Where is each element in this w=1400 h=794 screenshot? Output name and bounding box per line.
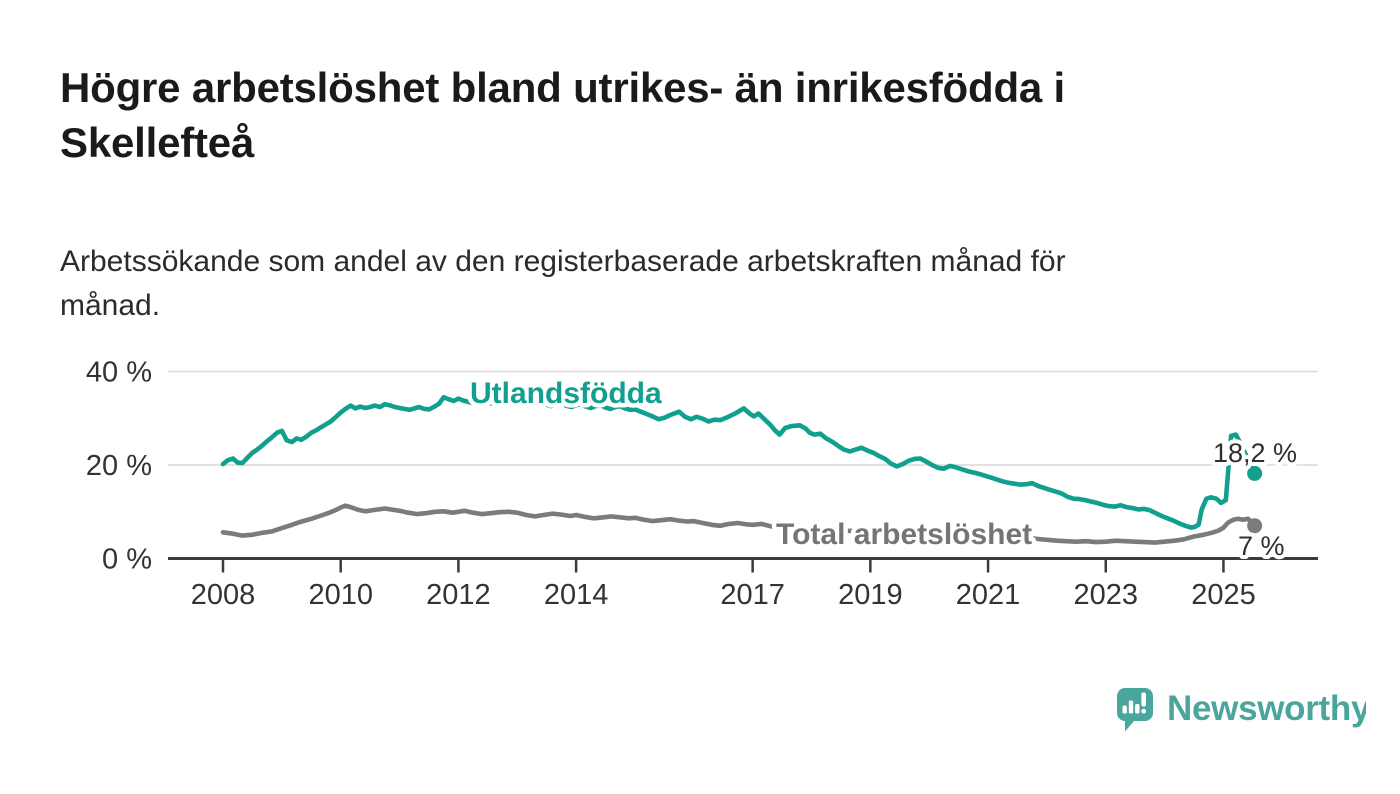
logo-exclamation-dot-icon xyxy=(1141,708,1147,714)
series-label-utlandsfodda: Utlandsfödda xyxy=(470,377,662,410)
x-tick-label-2025: 2025 xyxy=(1191,579,1256,611)
x-tick-label-2023: 2023 xyxy=(1073,579,1138,611)
x-tick-label-2021: 2021 xyxy=(956,579,1021,611)
logo-bar-1 xyxy=(1122,705,1127,714)
subtitle-line-1: Arbetssökande som andel av den registerb… xyxy=(60,245,1066,278)
x-tick-label-2014: 2014 xyxy=(544,579,609,611)
series-line-utlandsfodda xyxy=(220,394,1257,530)
series-label-total-arbetsloshet: Total arbetslöshet xyxy=(776,518,1032,551)
chart-subtitle: Arbetssökande som andel av den registerb… xyxy=(60,240,1066,328)
y-tick-label-40: 40 % xyxy=(86,357,152,389)
subtitle-line-2: månad. xyxy=(60,289,161,322)
y-tick-label-0: 0 % xyxy=(102,544,152,576)
brand-wordmark: Newsworthy xyxy=(1167,689,1366,728)
series-line-total-arbetsloshet xyxy=(220,503,1257,545)
end-value-label-total-arbetsloshet: 7 % xyxy=(1238,531,1285,561)
page-title: Högre arbetslöshet bland utrikes- än inr… xyxy=(60,60,1065,170)
x-tick-label-2010: 2010 xyxy=(308,579,373,611)
logo-exclamation-bar-icon xyxy=(1141,692,1146,707)
x-tick-label-2008: 2008 xyxy=(191,579,256,611)
end-dot-total-arbetsloshet xyxy=(1247,518,1263,534)
end-value-label-utlandsfodda: 18,2 % xyxy=(1213,438,1297,468)
x-tick-label-2017: 2017 xyxy=(720,579,785,611)
title-line-1: Högre arbetslöshet bland utrikes- än inr… xyxy=(60,64,1066,111)
x-tick-label-2012: 2012 xyxy=(426,579,491,611)
logo-bar-3 xyxy=(1135,704,1140,714)
newsworthy-logo-graphic: Newsworthy xyxy=(1117,688,1371,732)
logo-bar-2 xyxy=(1128,700,1134,714)
y-tick-label-20: 20 % xyxy=(86,450,152,482)
title-line-2: Skellefteå xyxy=(60,119,255,166)
newsworthy-logo: Newsworthy xyxy=(1106,680,1371,751)
end-dot-utlandsfodda xyxy=(1247,465,1263,481)
speech-bubble-icon xyxy=(1117,688,1153,732)
x-tick-label-2019: 2019 xyxy=(838,579,903,611)
